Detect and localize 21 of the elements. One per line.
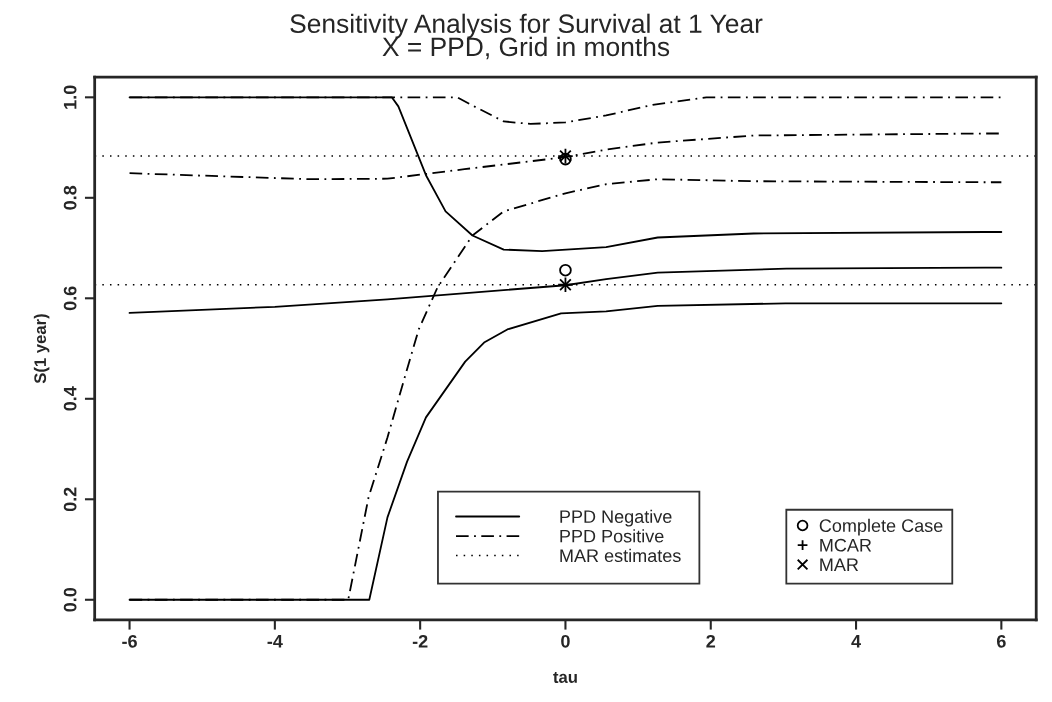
- y-tick-label: 0.4: [63, 386, 77, 411]
- x-tick-label: -4: [267, 635, 283, 648]
- x-tick-label: -6: [122, 634, 137, 648]
- x-tick-label: 2: [706, 634, 716, 648]
- y-tick-label: 0.8: [63, 185, 77, 210]
- x-tick-label: 0: [561, 634, 570, 648]
- x-axis-title: tau: [553, 671, 577, 683]
- legend-label: MAR: [820, 558, 859, 571]
- y-tick-label: 1.0: [63, 85, 77, 109]
- legend-label: PPD Negative: [560, 509, 672, 527]
- legend-label: MCAR: [820, 538, 872, 552]
- x-tick-label: -2: [412, 634, 428, 648]
- y-axis-title: S(1 year): [33, 314, 50, 384]
- y-tick-label: 0.2: [63, 487, 77, 512]
- legend-label: MAR estimates: [560, 548, 681, 563]
- x-tick-label: 6: [996, 634, 1006, 648]
- x-tick-label: 4: [851, 635, 861, 648]
- y-tick-label: 0.0: [63, 587, 77, 612]
- y-tick-label: 0.6: [63, 286, 77, 311]
- legend-label: Complete Case: [819, 518, 943, 536]
- legend-label: PPD Positive: [560, 529, 664, 543]
